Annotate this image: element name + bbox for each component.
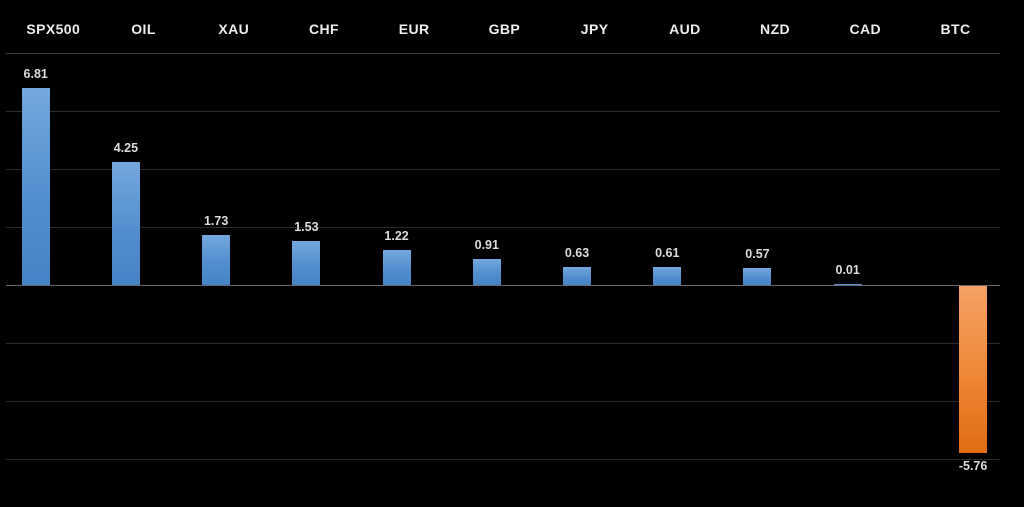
bar-gbp [473,259,501,285]
category-label-jpy: JPY [580,21,609,37]
category-label-chf: CHF [308,21,339,37]
gridline--2 [6,343,1000,344]
value-label-nzd: 0.57 [745,247,770,261]
bar-chf [292,241,320,285]
value-label-chf: 1.53 [294,220,319,234]
value-label-xau: 1.73 [203,214,229,228]
bar-cad [834,284,862,285]
value-label-gbp: 0.91 [474,238,499,252]
category-label-eur: EUR [398,21,430,37]
category-label-cad: CAD [849,21,882,37]
category-label-btc: BTC [940,21,971,37]
gridline-2 [6,227,1000,228]
category-label-oil: OIL [131,21,156,37]
bar-aud [653,267,681,285]
bar-eur [383,250,411,285]
gridline--4 [6,401,1000,402]
bar-btc [959,286,987,453]
category-label-xau: XAU [218,21,250,37]
bar-jpy [563,267,591,285]
value-label-eur: 1.22 [384,229,409,243]
gridline-6 [6,111,1000,112]
bar-nzd [743,268,771,285]
category-label-aud: AUD [669,21,701,37]
gridline--6 [6,459,1000,460]
category-label-spx500: SPX500 [26,21,81,37]
value-label-btc: -5.76 [958,459,988,473]
bar-spx500 [22,88,50,285]
value-label-spx500: 6.81 [23,67,48,81]
gridline-8 [6,53,1000,54]
value-label-cad: 0.01 [835,263,860,277]
bar-oil [112,162,140,285]
value-label-aud: 0.61 [655,246,680,260]
gridline-4 [6,169,1000,170]
zero-axis-line [6,285,1000,286]
value-label-jpy: 0.63 [564,246,590,260]
bar-xau [202,235,230,285]
value-label-oil: 4.25 [113,141,139,155]
category-label-nzd: NZD [760,21,791,37]
category-label-gbp: GBP [488,21,521,37]
